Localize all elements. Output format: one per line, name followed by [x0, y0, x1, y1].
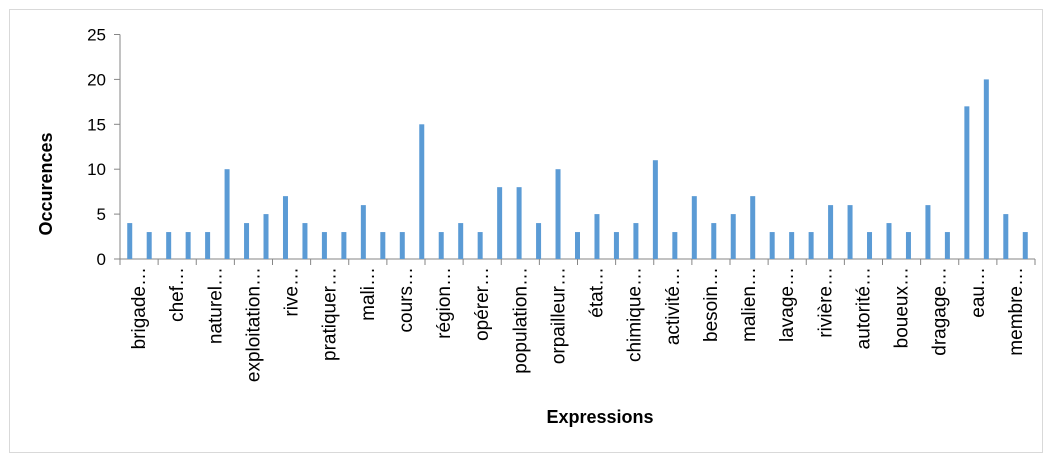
x-tick-label: mali…: [358, 267, 379, 321]
bar: [497, 187, 503, 259]
y-axis-title: Occurences: [36, 132, 56, 235]
bar: [944, 232, 950, 259]
x-tick-label: rive…: [282, 267, 303, 317]
bar: [302, 223, 308, 259]
x-tick-label: boueux…: [892, 267, 913, 348]
bar: [1003, 214, 1009, 259]
y-tick-label: 10: [87, 160, 106, 179]
chart-canvas: 0 5 10 15 20 25 brigade… chef… naturel… exploita…: [36, 26, 1036, 427]
x-tick-label: orpailleur…: [548, 267, 569, 364]
bar: [613, 232, 619, 259]
bar: [789, 232, 795, 259]
bar: [205, 232, 211, 259]
x-tick-label: besoin…: [701, 267, 722, 342]
bar: [127, 223, 133, 259]
bar: [516, 187, 522, 259]
y-tick-label: 15: [87, 115, 106, 134]
x-tick-label: dragage…: [930, 267, 951, 356]
bar: [399, 232, 405, 259]
bar: [224, 169, 230, 259]
bar: [808, 232, 814, 259]
bar: [341, 232, 347, 259]
x-tick-label: population…: [510, 267, 531, 374]
x-tick-label: autorité…: [853, 267, 874, 349]
x-axis-title: Expressions: [546, 407, 653, 427]
x-tick-label: région…: [434, 267, 455, 339]
x-tick-label: pratiquer…: [320, 267, 341, 361]
bar: [458, 223, 464, 259]
bar: [536, 223, 542, 259]
bar: [555, 169, 561, 259]
x-tick-label: malien…: [739, 267, 760, 342]
bar: [925, 205, 931, 259]
bar: [575, 232, 580, 259]
bar: [711, 223, 717, 259]
y-tick-label: 5: [97, 205, 106, 224]
bar: [185, 232, 191, 259]
bar: [633, 223, 639, 259]
bar: [360, 205, 366, 259]
x-tick-label: naturel…: [205, 267, 226, 344]
x-tick-label: lavage…: [777, 267, 798, 342]
bar: [419, 124, 425, 259]
bar: [477, 232, 483, 259]
bar: [750, 196, 756, 259]
x-tick-label: opérer…: [472, 267, 493, 341]
bar: [769, 232, 775, 259]
bar-series: [127, 79, 1028, 260]
bar: [964, 106, 970, 259]
bar: [594, 214, 600, 259]
y-tick-label: 20: [87, 70, 106, 89]
bar: [321, 232, 327, 259]
x-tick-label: exploitation…: [243, 267, 264, 382]
bar: [282, 196, 288, 259]
bar: [146, 232, 152, 259]
y-tick-label: 25: [87, 26, 106, 45]
chart-area: 0 5 10 15 20 25 brigade… chef… naturel… exploita…: [9, 9, 1043, 453]
bar: [983, 79, 989, 260]
bar: [672, 232, 678, 259]
x-axis: [119, 258, 1036, 265]
bar: [380, 232, 386, 259]
bar: [905, 232, 911, 259]
x-tick-labels: brigade… chef… naturel… exploitation… rive… p…: [129, 267, 1027, 382]
bar: [1022, 232, 1028, 259]
bar: [730, 214, 736, 259]
x-tick-label: activité…: [663, 267, 684, 345]
x-tick-label: chef…: [167, 267, 188, 322]
y-axis: 0 5 10 15 20 25: [87, 26, 121, 269]
x-tick-label: eau…: [968, 267, 989, 318]
bar: [828, 205, 834, 259]
x-tick-label: état…: [587, 267, 608, 318]
x-tick-label: chimique…: [625, 267, 646, 362]
bar: [652, 160, 658, 259]
x-tick-label: membre…: [1006, 267, 1027, 356]
bar: [244, 223, 250, 259]
x-tick-label: cours…: [396, 267, 417, 332]
bar: [166, 232, 172, 259]
x-tick-label: rivière…: [815, 267, 836, 338]
bar: [691, 196, 697, 259]
bar: [847, 205, 853, 259]
bar: [867, 232, 873, 259]
x-tick-label: brigade…: [129, 267, 150, 349]
y-tick-label: 0: [97, 250, 106, 269]
bar: [886, 223, 892, 259]
bar: [438, 232, 444, 259]
bar: [263, 214, 269, 259]
